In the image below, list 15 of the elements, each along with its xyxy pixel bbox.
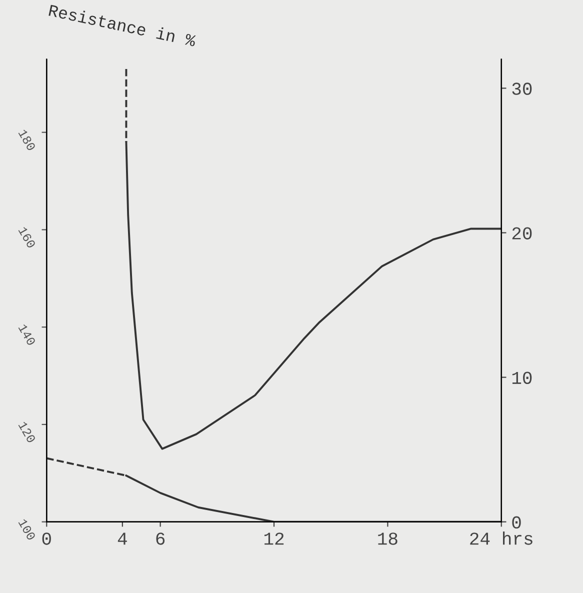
y2-tick-label: 10 [512,372,532,384]
y-tick-label: 160 [18,226,36,249]
y-tick-label: 120 [18,421,36,444]
y2-tick-label: 20 [512,227,532,240]
y2-tick-label: 0 [512,516,521,529]
y-tick-label: 180 [18,128,36,152]
x-tick-label: 24 hrs [470,532,532,545]
x-tick-label: 12 [264,532,284,545]
y2-tick-label: 30 [512,82,532,95]
y-tick-label: 140 [18,324,36,346]
y-tick-label: 100 [18,518,36,541]
x-tick-label: 4 [118,532,127,545]
x-tick-label: 0 [42,532,51,545]
x-tick-label: 6 [156,532,165,545]
x-tick-label: 18 [378,532,398,545]
